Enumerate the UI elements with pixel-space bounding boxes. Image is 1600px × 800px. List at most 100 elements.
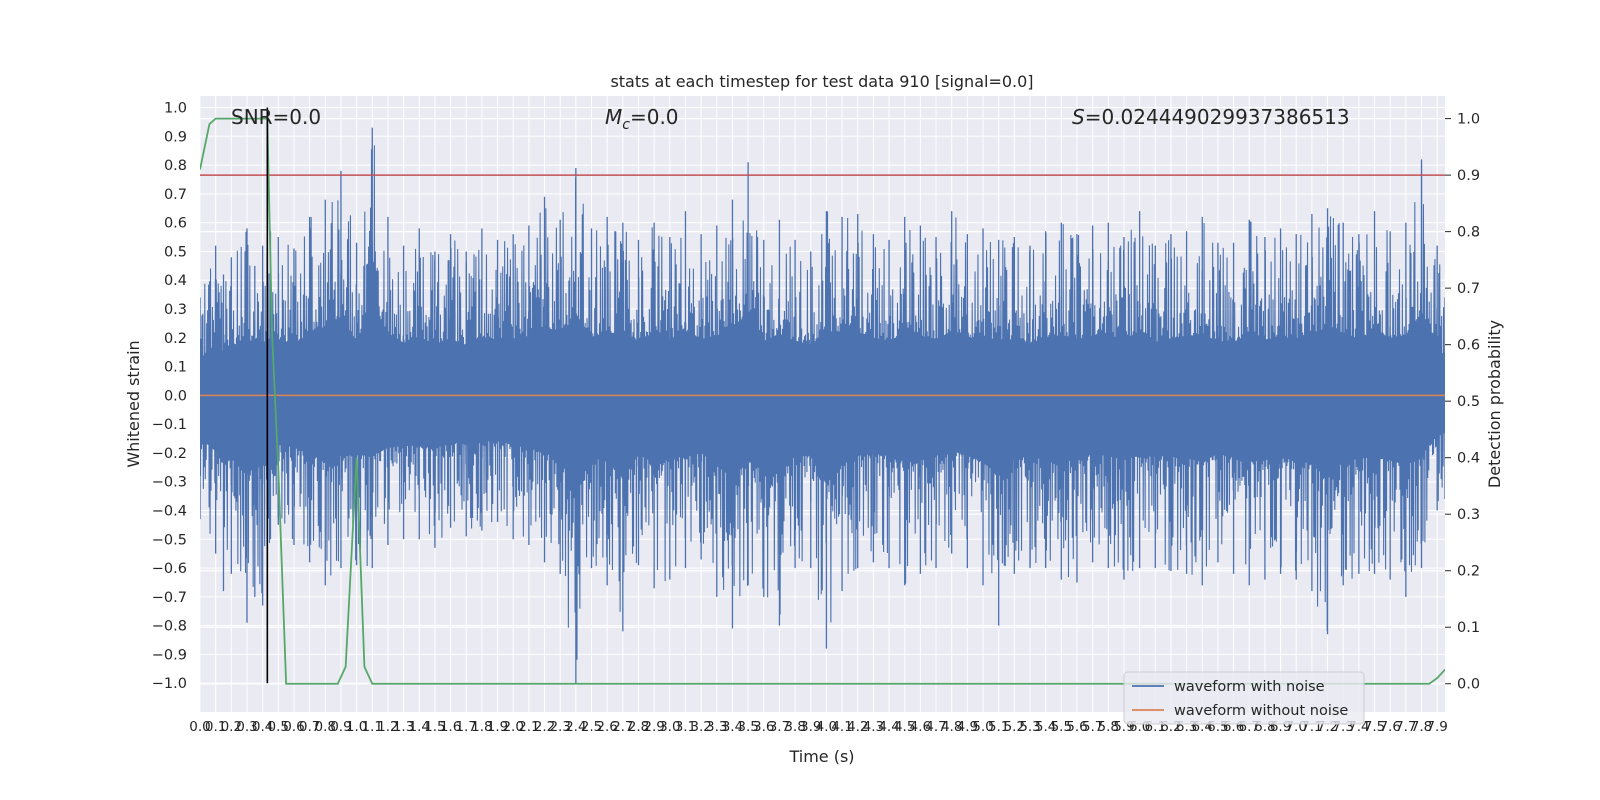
- x-tick-label: 0.1: [205, 719, 226, 735]
- snr-annotation: SNR=0.0: [231, 105, 321, 129]
- x-tick-label: 1.7: [455, 719, 476, 735]
- y2-axis-label: Detection probability: [1485, 320, 1504, 488]
- series-waveform-with-noise: [200, 145, 1445, 660]
- x-tick-label: 0.4: [252, 719, 273, 735]
- x-tick-label: 2.9: [643, 719, 664, 735]
- chart-title: stats at each timestep for test data 910…: [610, 72, 1033, 91]
- x-tick-label: 1.4: [409, 719, 430, 735]
- x-tick-label: 0.9: [330, 719, 351, 735]
- y-tick-label: −0.3: [152, 475, 187, 491]
- chirp-mass-symbol: M: [605, 105, 622, 129]
- legend: waveform with noise waveform without noi…: [1123, 671, 1365, 725]
- x-axis-label: Time (s): [788, 747, 854, 766]
- x-tick-label: 1.6: [440, 719, 461, 735]
- x-tick-label: 1.8: [471, 719, 492, 735]
- x-tick-label: 7.5: [1364, 719, 1385, 735]
- x-tick-label: 3.1: [675, 719, 696, 735]
- x-tick-label: 3.0: [659, 719, 680, 735]
- y-tick-label: 0.1: [164, 360, 187, 376]
- y2-tick-label: 0.9: [1457, 168, 1480, 184]
- series-layer: [200, 107, 1445, 685]
- y-tick-label: 1.0: [164, 101, 187, 117]
- x-tick-label: 5.3: [1019, 719, 1040, 735]
- x-tick-label: 4.9: [957, 719, 978, 735]
- y2-tick-label: 0.0: [1457, 677, 1480, 693]
- x-tick-label: 4.8: [941, 719, 962, 735]
- x-tick-label: 0.0: [189, 719, 210, 735]
- y2-tick-label: 1.0: [1457, 112, 1480, 128]
- y-tick-label: −1.0: [152, 676, 187, 692]
- y2-tick-label: 0.1: [1457, 620, 1480, 636]
- y-tick-label: 0.6: [164, 216, 187, 232]
- y-tick-label: −0.2: [152, 446, 187, 462]
- y-tick-label: 0.2: [164, 331, 187, 347]
- x-tick-label: 1.9: [487, 719, 508, 735]
- x-tick-label: 3.2: [690, 719, 711, 735]
- legend-label-clean: waveform without noise: [1174, 703, 1348, 719]
- x-tick-label: 3.9: [800, 719, 821, 735]
- y-tick-label: 0.9: [164, 129, 187, 145]
- x-tick-label: 1.1: [362, 719, 383, 735]
- y-tick-label: 0.7: [164, 187, 187, 203]
- y-tick-label: −0.7: [152, 590, 187, 606]
- x-tick-label: 4.1: [831, 719, 852, 735]
- x-tick-label: 1.2: [377, 719, 398, 735]
- y-tick-label: 0.0: [164, 388, 187, 404]
- y-tick-label: −0.9: [152, 647, 187, 663]
- x-axis-ticks: 0.00.10.20.30.40.50.60.70.80.91.01.11.21…: [189, 719, 1448, 735]
- plot-content: [200, 107, 1445, 685]
- y2-tick-label: 0.6: [1457, 338, 1480, 354]
- legend-box: [1123, 671, 1365, 725]
- y-axis-right-ticks: 0.0 0.1 0.2 0.3 0.4 0.5 0.6 0.7 0.8 0.9 1.0: [1445, 112, 1480, 693]
- x-tick-label: 2.1: [518, 719, 539, 735]
- x-tick-label: 7.6: [1379, 719, 1400, 735]
- y-axis-left-ticks: −1.0 −0.9 −0.8 −0.7 −0.6 −0.5 −0.4 −0.3 −0.2 −0.1…: [152, 101, 187, 693]
- y-tick-label: 0.4: [164, 273, 187, 289]
- x-tick-label: 2.0: [502, 719, 523, 735]
- x-tick-label: 0.2: [221, 719, 242, 735]
- s-annotation: S=0.024449029937386513: [1072, 105, 1350, 129]
- x-tick-label: 2.2: [534, 719, 555, 735]
- x-tick-label: 4.0: [816, 719, 837, 735]
- x-tick-label: 4.5: [894, 719, 915, 735]
- x-tick-label: 3.4: [722, 719, 743, 735]
- x-tick-label: 4.2: [847, 719, 868, 735]
- y-tick-label: 0.8: [164, 158, 187, 174]
- x-tick-label: 4.6: [910, 719, 931, 735]
- y2-tick-label: 0.5: [1457, 394, 1480, 410]
- y2-tick-label: 0.8: [1457, 225, 1480, 241]
- x-tick-label: 0.6: [283, 719, 304, 735]
- x-tick-label: 3.8: [784, 719, 805, 735]
- x-tick-label: 5.1: [988, 719, 1009, 735]
- x-tick-label: 5.7: [1082, 719, 1103, 735]
- y2-tick-label: 0.7: [1457, 281, 1480, 297]
- x-tick-label: 2.6: [596, 719, 617, 735]
- x-tick-label: 4.3: [863, 719, 884, 735]
- x-tick-label: 2.4: [565, 719, 586, 735]
- y-tick-label: −0.1: [152, 417, 187, 433]
- s-value: =0.024449029937386513: [1085, 105, 1350, 129]
- x-tick-label: 5.8: [1098, 719, 1119, 735]
- y-tick-label: 0.3: [164, 302, 187, 318]
- x-tick-label: 1.5: [424, 719, 445, 735]
- y-axis-label: Whitened strain: [124, 340, 143, 467]
- y2-tick-label: 0.2: [1457, 564, 1480, 580]
- chirp-mass-annotation: Mc=0.0: [605, 105, 679, 133]
- x-tick-label: 2.8: [628, 719, 649, 735]
- x-tick-label: 5.5: [1051, 719, 1072, 735]
- x-tick-label: 2.7: [612, 719, 633, 735]
- x-tick-label: 0.5: [268, 719, 289, 735]
- chirp-mass-value: =0.0: [630, 105, 679, 129]
- x-tick-label: 5.6: [1066, 719, 1087, 735]
- x-tick-label: 3.6: [753, 719, 774, 735]
- x-tick-label: 0.8: [315, 719, 336, 735]
- y2-tick-label: 0.4: [1457, 451, 1480, 467]
- x-tick-label: 7.8: [1411, 719, 1432, 735]
- x-tick-label: 2.5: [581, 719, 602, 735]
- x-tick-label: 3.7: [769, 719, 790, 735]
- y-tick-label: −0.6: [152, 561, 187, 577]
- x-tick-label: 7.9: [1426, 719, 1447, 735]
- x-tick-label: 2.3: [549, 719, 570, 735]
- x-tick-label: 3.3: [706, 719, 727, 735]
